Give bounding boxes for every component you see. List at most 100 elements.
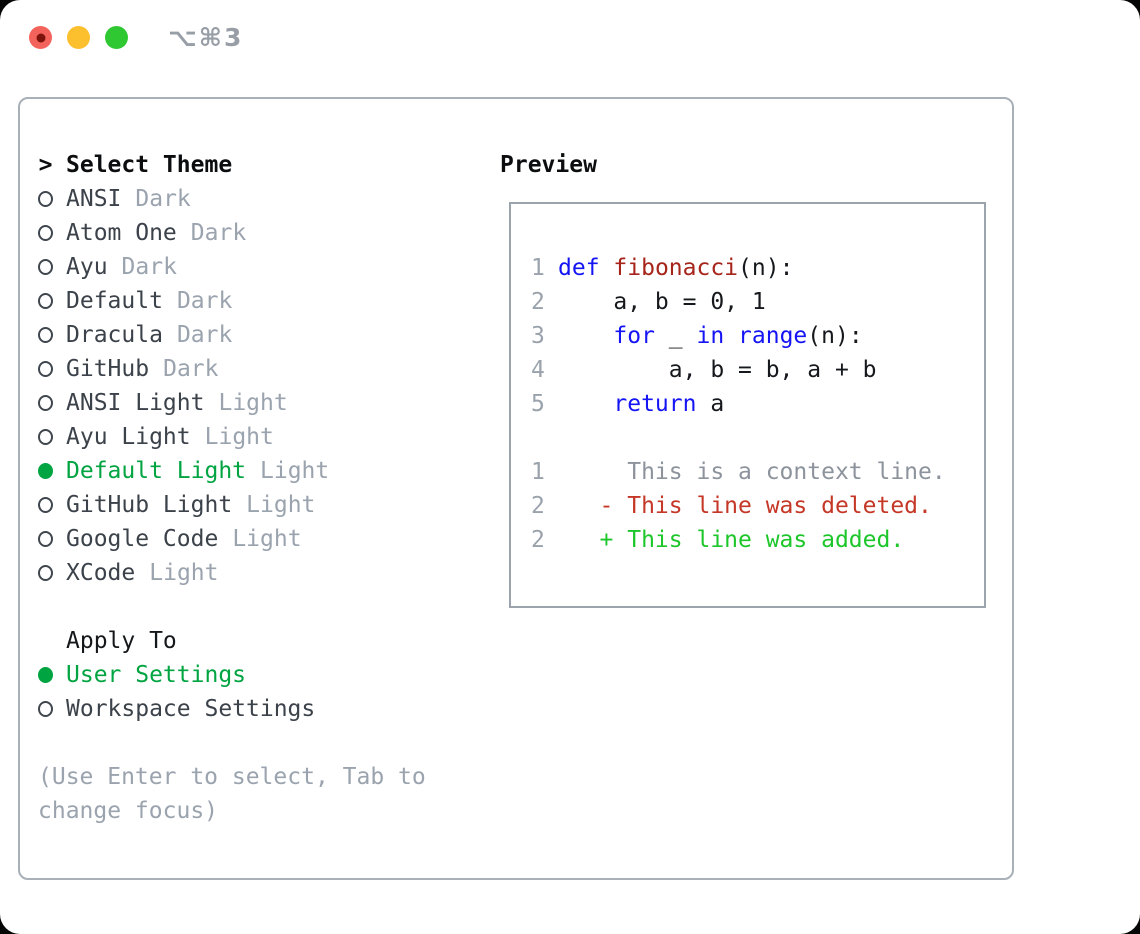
code-segment-plain: _ xyxy=(654,323,697,349)
apply-option-label: User Settings xyxy=(66,662,247,688)
line-number: 4 xyxy=(531,357,545,383)
line-number: 2 xyxy=(531,289,545,315)
preview-line: 2 a, b = 0, 1 xyxy=(531,285,946,319)
theme-variant-tag: Dark xyxy=(190,220,247,246)
preview-header: Preview xyxy=(500,148,597,182)
preview-line: 4 a, b = b, a + b xyxy=(531,353,946,387)
theme-option-dracula[interactable]: Dracula Dark xyxy=(38,318,329,352)
minimize-button[interactable] xyxy=(67,26,90,49)
theme-name: Google Code xyxy=(66,526,219,552)
code-segment-plain xyxy=(724,319,738,353)
radio-icon xyxy=(38,216,53,250)
code-segment-plain: (n): xyxy=(738,255,794,281)
traffic-lights xyxy=(29,26,143,49)
theme-option-default-light[interactable]: Default Light Light xyxy=(38,454,329,488)
selection-caret: > xyxy=(38,152,53,178)
theme-option-ansi-light[interactable]: ANSI Light Light xyxy=(38,386,329,420)
radio-icon xyxy=(38,352,53,386)
code-segment-kw: return xyxy=(613,391,697,417)
theme-option-ayu[interactable]: Ayu Dark xyxy=(38,250,329,284)
preview-line: 1 This is a context line. xyxy=(531,455,946,489)
theme-option-ansi[interactable]: ANSI Dark xyxy=(38,182,329,216)
theme-name: GitHub xyxy=(66,356,150,382)
line-number: 3 xyxy=(531,323,545,349)
theme-variant-tag: Dark xyxy=(163,356,219,382)
theme-option-atom-one[interactable]: Atom One Dark xyxy=(38,216,329,250)
theme-list: ANSI Dark Atom One Dark Ayu Dark Default Dark Dr… xyxy=(38,182,329,590)
code-segment-kw: def xyxy=(558,255,600,281)
theme-variant-tag: Dark xyxy=(121,254,177,280)
radio-icon xyxy=(38,556,53,590)
theme-name: Default xyxy=(66,288,163,314)
select-theme-header: > Select Theme xyxy=(38,148,329,182)
theme-variant-tag: Light xyxy=(149,560,219,586)
code-segment-plain xyxy=(558,319,613,353)
code-segment-plain: a, b = b, a + b xyxy=(558,357,877,383)
theme-list-column: > Select Theme ANSI Dark Atom One Dark Ayu Da… xyxy=(38,148,330,726)
theme-name: XCode xyxy=(66,560,136,586)
code-segment-kw: range xyxy=(738,323,808,349)
theme-variant-tag: Light xyxy=(204,424,274,450)
line-number: 5 xyxy=(531,391,545,417)
theme-option-xcode[interactable]: XCode Light xyxy=(38,556,329,590)
radio-icon xyxy=(38,318,53,352)
code-segment-fn: fibonacci xyxy=(613,255,739,281)
radio-icon xyxy=(38,522,53,556)
theme-name: Ayu xyxy=(66,254,108,280)
theme-option-ayu-light[interactable]: Ayu Light Light xyxy=(38,420,329,454)
select-theme-title: Select Theme xyxy=(66,152,233,178)
line-number: 2 xyxy=(531,527,545,553)
radio-icon xyxy=(38,386,53,420)
theme-name: ANSI Light xyxy=(66,390,205,416)
code-segment-ctx: This is a context line. xyxy=(558,459,946,485)
radio-icon xyxy=(38,488,53,522)
apply-to-list: User Settings Workspace Settings xyxy=(38,658,329,726)
code-segment-plain xyxy=(600,251,614,285)
theme-name: Atom One xyxy=(66,220,177,246)
apply-to-header: Apply To xyxy=(38,624,329,658)
code-segment-del: - This line was deleted. xyxy=(558,493,932,519)
code-segment-add: + This line was added. xyxy=(558,527,905,553)
code-segment-kw: for xyxy=(613,323,655,349)
apply-option-workspace-settings[interactable]: Workspace Settings xyxy=(38,692,329,726)
blank-line xyxy=(531,421,946,455)
empty-marker xyxy=(38,624,53,658)
theme-name: ANSI xyxy=(66,186,122,212)
titlebar: ⌥⌘3 xyxy=(29,23,244,52)
preview-line: 2 - This line was deleted. xyxy=(531,489,946,523)
line-number: 1 xyxy=(531,459,545,485)
line-number: 1 xyxy=(531,255,545,281)
preview-line: 1 def fibonacci (n): xyxy=(531,251,946,285)
radio-icon xyxy=(38,250,53,284)
theme-variant-tag: Light xyxy=(218,390,288,416)
theme-option-github[interactable]: GitHub Dark xyxy=(38,352,329,386)
theme-option-github-light[interactable]: GitHub Light Light xyxy=(38,488,329,522)
code-segment-plain: a, b = 0, 1 xyxy=(558,289,766,315)
code-segment-plain: (n): xyxy=(807,323,863,349)
theme-option-default[interactable]: Default Dark xyxy=(38,284,329,318)
unsaved-indicator-dot xyxy=(36,33,45,42)
theme-picker-panel: > Select Theme ANSI Dark Atom One Dark Ayu Da… xyxy=(18,97,1014,880)
theme-variant-tag: Dark xyxy=(176,288,233,314)
preview-line: 5 return a xyxy=(531,387,946,421)
theme-option-google-code[interactable]: Google Code Light xyxy=(38,522,329,556)
gap xyxy=(38,590,329,624)
radio-selected-icon xyxy=(38,658,53,692)
theme-variant-tag: Light xyxy=(232,526,302,552)
theme-name: Ayu Light xyxy=(66,424,191,450)
apply-option-user-settings[interactable]: User Settings xyxy=(38,658,329,692)
close-button[interactable] xyxy=(29,26,52,49)
preview-line: 3 for _ in range (n): xyxy=(531,319,946,353)
zoom-button[interactable] xyxy=(105,26,128,49)
preview-title: Preview xyxy=(500,152,597,178)
code-segment-kw: in xyxy=(696,323,725,349)
theme-variant-tag: Light xyxy=(260,458,330,484)
radio-selected-icon xyxy=(38,454,53,488)
theme-name: Dracula xyxy=(66,322,163,348)
radio-icon xyxy=(38,692,53,726)
theme-variant-tag: Dark xyxy=(135,186,191,212)
keyboard-shortcut-label: ⌥⌘3 xyxy=(168,23,244,52)
